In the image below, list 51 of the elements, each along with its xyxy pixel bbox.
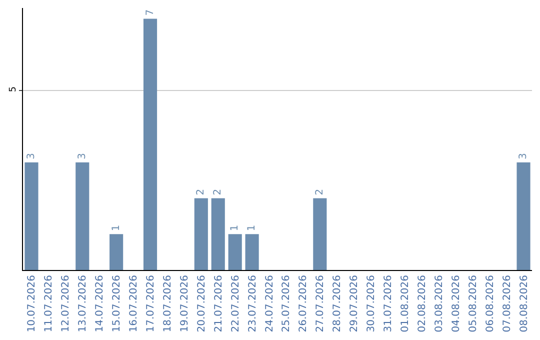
data-label: 2 xyxy=(212,188,224,196)
bar xyxy=(211,198,225,270)
data-label: 1 xyxy=(246,224,258,232)
x-tick-label: 17.07.2026 xyxy=(146,275,156,332)
bar xyxy=(194,198,208,270)
x-tick-label: 16.07.2026 xyxy=(128,275,140,332)
bar xyxy=(143,18,158,270)
bar xyxy=(24,162,38,270)
bar xyxy=(516,162,530,270)
x-tick-label: 10.07.2026 xyxy=(26,275,38,332)
x-tick-label: 14.07.2026 xyxy=(94,275,106,332)
x-tick-label: 30.07.2026 xyxy=(366,275,378,332)
x-tick-label: 26.07.2026 xyxy=(298,275,310,332)
x-tick-label: 01.08.2026 xyxy=(400,275,411,332)
x-tick-label: 24.07.2026 xyxy=(264,275,276,332)
bar xyxy=(76,162,90,270)
x-tick-label: 21.07.2026 xyxy=(213,275,224,332)
bar xyxy=(245,234,259,270)
x-tick-label: 04.08.2026 xyxy=(450,275,462,332)
x-tick-label: 07.08.2026 xyxy=(502,275,513,332)
data-label: 3 xyxy=(518,152,530,160)
x-tick-label: 20.07.2026 xyxy=(196,275,208,332)
x-tick-label: 11.07.2026 xyxy=(44,275,55,332)
x-tick-label: 19.07.2026 xyxy=(179,275,190,332)
data-label: 2 xyxy=(196,188,207,196)
y-tick-label: 5 xyxy=(8,86,18,92)
x-tick-label: 05.08.2026 xyxy=(468,275,479,332)
x-tick-label: 27.07.2026 xyxy=(315,275,326,332)
data-label: 1 xyxy=(110,224,122,232)
data-label: 3 xyxy=(26,152,37,160)
x-tick-label: 18.07.2026 xyxy=(162,275,174,332)
x-tick-label: 13.07.2026 xyxy=(78,275,89,332)
x-tick-label: 15.07.2026 xyxy=(112,275,123,332)
data-label: 1 xyxy=(230,224,241,232)
x-tick-label: 31.07.2026 xyxy=(383,275,394,332)
x-tick-label: 25.07.2026 xyxy=(281,275,292,332)
x-tick-label: 08.08.2026 xyxy=(518,275,530,332)
data-label: 3 xyxy=(76,152,88,160)
x-tick-label: 22.07.2026 xyxy=(230,275,242,332)
bar xyxy=(228,234,242,270)
x-tick-label: 12.07.2026 xyxy=(60,275,72,332)
x-tick-label: 23.07.2026 xyxy=(247,275,258,332)
bar xyxy=(110,234,124,270)
data-label: 7 xyxy=(144,9,156,16)
x-tick-label: 03.08.2026 xyxy=(434,275,445,332)
x-tick-label: 29.07.2026 xyxy=(349,275,360,332)
x-tick-label: 02.08.2026 xyxy=(416,275,428,332)
x-tick-label: 28.07.2026 xyxy=(332,275,344,332)
x-tick-label: 06.08.2026 xyxy=(484,275,496,332)
data-label: 2 xyxy=(314,188,326,196)
bar xyxy=(313,198,327,270)
